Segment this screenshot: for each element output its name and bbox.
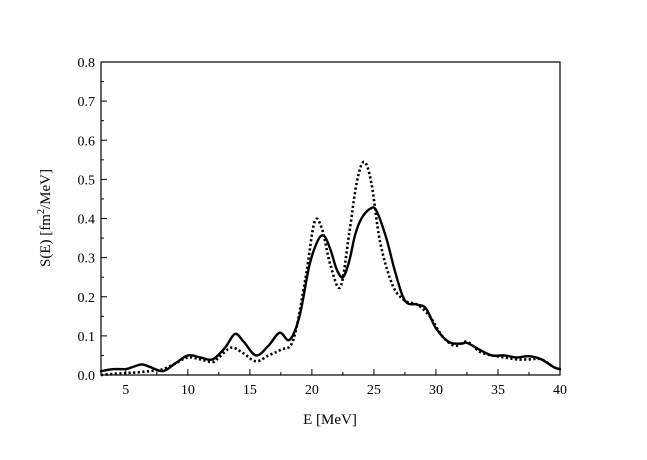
- plot-frame: [100, 61, 561, 376]
- x-tick-label: 35: [491, 383, 505, 398]
- x-axis: 5 10 15 20 25 30 35 40: [122, 369, 567, 398]
- x-tick-label: 15: [243, 383, 257, 398]
- y-tick-label: 0.6: [78, 134, 96, 149]
- x-axis-title: E [MeV]: [303, 412, 357, 428]
- x-tick-label: 30: [429, 383, 443, 398]
- x-tick-label: 5: [122, 383, 129, 398]
- y-axis-title-rest: /MeV]: [38, 169, 54, 209]
- y-tick-label: 0.3: [78, 252, 96, 267]
- y-axis-title-main: S(E) [fm: [38, 214, 54, 267]
- y-tick-label: 0.2: [78, 291, 96, 306]
- series-layer: [99, 160, 562, 377]
- y-tick-label: 0.8: [78, 56, 96, 71]
- x-tick-label: 10: [181, 383, 195, 398]
- y-axis-title: S(E) [fm2/MeV]: [36, 169, 54, 267]
- x-tick-label: 20: [305, 383, 319, 398]
- y-tick-label: 0.0: [78, 369, 96, 384]
- x-tick-label: 40: [553, 383, 567, 398]
- y-tick-label: 0.1: [78, 330, 96, 345]
- y-tick-label: 0.4: [78, 213, 96, 228]
- y-tick-label: 0.7: [78, 95, 96, 110]
- y-tick-label: 0.5: [78, 173, 96, 188]
- y-axis: 0.0 0.1 0.2 0.3 0.4 0.5 0.6 0.7 0.8: [78, 56, 107, 384]
- dotted-series-line: [100, 160, 561, 377]
- solid-series-line: [99, 206, 562, 373]
- y-axis-title-superscript: 2: [36, 209, 47, 214]
- x-tick-label: 25: [367, 383, 381, 398]
